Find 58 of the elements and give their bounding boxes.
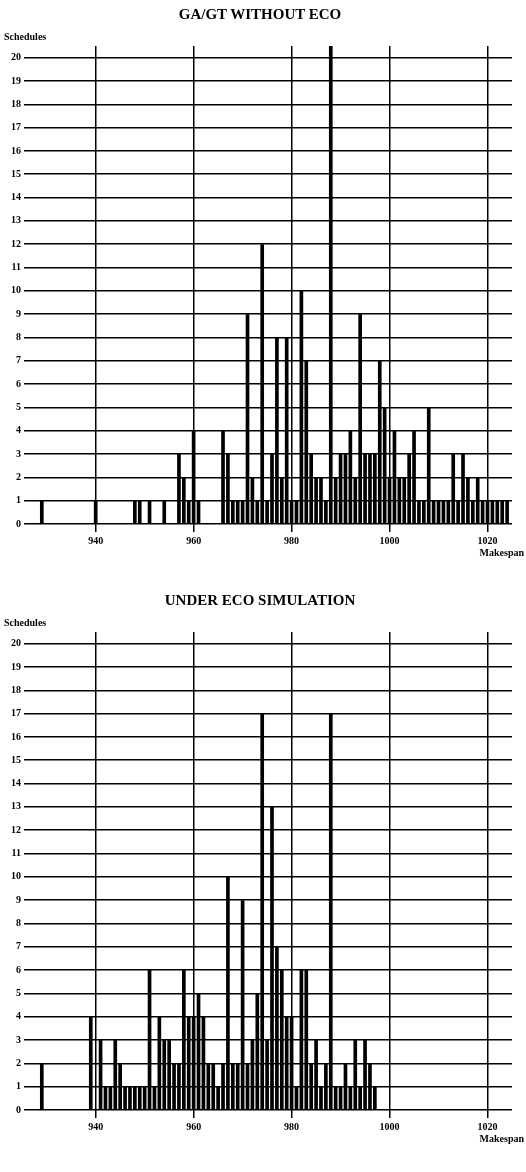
y-tick-label: 6 (16, 963, 21, 975)
x-tick-label: 1020 (477, 534, 498, 546)
x-axis-title: Makespan (479, 1132, 525, 1144)
y-axis-title: Schedules (4, 616, 47, 628)
y-tick-label: 2 (16, 1056, 21, 1068)
x-tick-label: 940 (88, 1120, 104, 1132)
y-tick-label: 4 (16, 1010, 21, 1022)
x-axis-title: Makespan (479, 546, 525, 558)
y-tick-label: 16 (11, 730, 21, 742)
y-tick-label: 11 (11, 261, 21, 273)
y-tick-label: 7 (16, 940, 21, 952)
x-tick-label: 960 (186, 1120, 202, 1132)
y-tick-label: 2 (16, 470, 21, 482)
y-tick-label: 17 (11, 121, 21, 133)
y-tick-label: 18 (11, 683, 21, 695)
y-tick-label: 18 (11, 97, 21, 109)
y-tick-label: 9 (16, 307, 21, 319)
x-tick-label: 1000 (379, 534, 400, 546)
y-tick-label: 14 (11, 191, 21, 203)
y-tick-label: 20 (11, 637, 21, 649)
y-tick-label: 14 (11, 777, 21, 789)
y-tick-label: 12 (11, 237, 21, 249)
y-tick-label: 7 (16, 354, 21, 366)
y-tick-label: 10 (11, 284, 21, 296)
y-tick-label: 19 (11, 660, 21, 672)
chart-title: UNDER ECO SIMULATION (164, 591, 356, 608)
y-tick-label: 0 (16, 1103, 21, 1115)
y-tick-label: 13 (11, 214, 21, 226)
y-tick-label: 10 (11, 870, 21, 882)
y-tick-label: 13 (11, 800, 21, 812)
y-tick-label: 8 (16, 331, 21, 343)
y-tick-label: 17 (11, 707, 21, 719)
x-tick-label: 940 (88, 534, 104, 546)
y-tick-label: 9 (16, 893, 21, 905)
chart-title: GA/GT WITHOUT ECO (178, 5, 342, 22)
y-tick-label: 12 (11, 823, 21, 835)
y-tick-label: 4 (16, 424, 21, 436)
y-tick-label: 3 (16, 1033, 21, 1045)
x-tick-label: 1020 (477, 1120, 498, 1132)
y-tick-label: 5 (16, 986, 21, 998)
x-tick-label: 980 (284, 1120, 300, 1132)
y-tick-label: 16 (11, 144, 21, 156)
y-tick-label: 1 (16, 1080, 21, 1092)
x-tick-label: 980 (284, 534, 300, 546)
y-tick-label: 5 (16, 400, 21, 412)
x-tick-label: 960 (186, 534, 202, 546)
y-tick-label: 3 (16, 447, 21, 459)
y-tick-label: 19 (11, 74, 21, 86)
y-tick-label: 0 (16, 517, 21, 529)
y-tick-label: 6 (16, 377, 21, 389)
y-tick-label: 1 (16, 494, 21, 506)
x-tick-label: 1000 (379, 1120, 400, 1132)
y-axis-title: Schedules (4, 30, 47, 42)
y-tick-label: 11 (11, 847, 21, 859)
y-tick-label: 20 (11, 51, 21, 63)
y-tick-label: 15 (11, 167, 21, 179)
y-tick-label: 8 (16, 917, 21, 929)
y-tick-label: 15 (11, 753, 21, 765)
